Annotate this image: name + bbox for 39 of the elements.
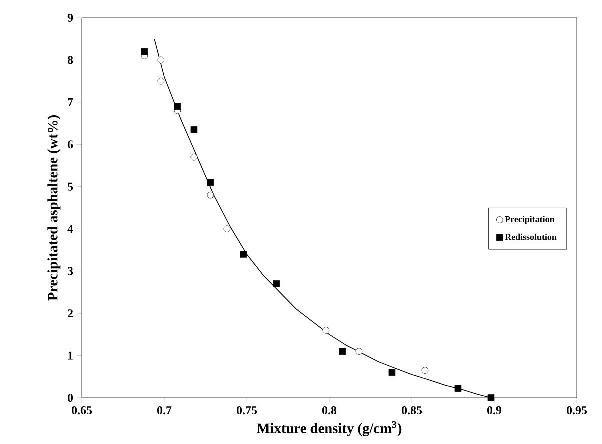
point bbox=[422, 367, 429, 374]
x-tick-label: 0.65 bbox=[72, 406, 92, 415]
point bbox=[240, 251, 248, 258]
point bbox=[207, 179, 214, 186]
point bbox=[190, 154, 198, 161]
point bbox=[190, 126, 198, 134]
point bbox=[356, 348, 363, 355]
point bbox=[224, 226, 231, 232]
y-tick-label: 1 bbox=[68, 352, 73, 360]
y-tick-label: 2 bbox=[68, 310, 73, 318]
x-tick-label: 0.9 bbox=[487, 406, 502, 415]
y-tick-label: 4 bbox=[68, 225, 74, 234]
x-tick-label: 0.8 bbox=[322, 406, 337, 415]
y-tick-label: 0 bbox=[68, 394, 74, 402]
y-tick-label: 8 bbox=[68, 56, 74, 64]
point bbox=[141, 48, 148, 56]
x-tick-label: 0.75 bbox=[236, 406, 258, 415]
y-axis-title: Precipitated asphaltene (wt%) bbox=[48, 116, 61, 301]
y-tick-label: 7 bbox=[68, 98, 74, 106]
x-axis-title: Mixture density (g/cm$^{3}$) bbox=[257, 421, 402, 436]
point bbox=[158, 56, 165, 64]
y-tick-label: 3 bbox=[68, 267, 74, 276]
legend-label: Redissolution bbox=[505, 234, 557, 240]
point bbox=[207, 192, 214, 199]
point bbox=[454, 385, 462, 392]
y-tick-label: 9 bbox=[68, 14, 74, 22]
point bbox=[339, 348, 346, 355]
x-tick-label: 0.95 bbox=[566, 406, 588, 415]
point bbox=[174, 103, 182, 110]
x-tick-label: 0.85 bbox=[402, 406, 422, 415]
y-tick-label: 6 bbox=[68, 140, 74, 149]
point bbox=[273, 280, 280, 288]
point bbox=[322, 327, 330, 334]
point bbox=[388, 369, 396, 376]
point bbox=[158, 78, 165, 85]
point bbox=[488, 394, 495, 402]
legend-label: Precipitation bbox=[505, 216, 555, 224]
y-tick-label: 5 bbox=[68, 182, 74, 191]
x-tick-label: 0.7 bbox=[157, 406, 172, 415]
